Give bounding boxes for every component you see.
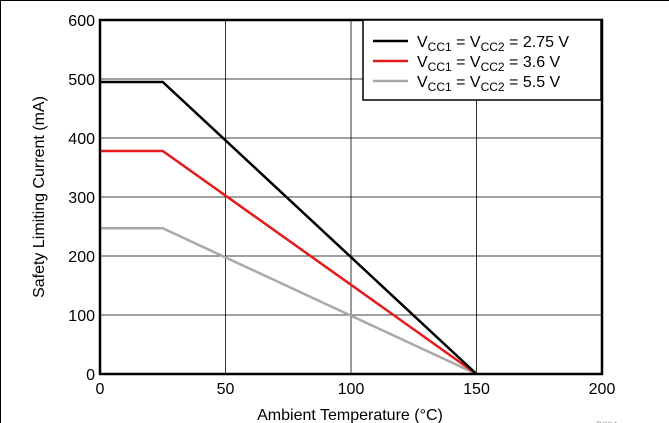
legend-text-part: = V bbox=[452, 54, 481, 71]
series-line bbox=[100, 80, 478, 375]
legend-text-part: V bbox=[417, 74, 428, 91]
x-tick-label: 0 bbox=[96, 381, 105, 398]
y-axis-tick-labels: 0 100 200 300 400 500 600 bbox=[68, 13, 95, 384]
series-line bbox=[100, 227, 478, 376]
y-tick-label: 600 bbox=[68, 13, 95, 30]
legend-text-part: = 2.75 V bbox=[505, 34, 570, 51]
x-tick-label: 50 bbox=[217, 381, 235, 398]
legend-entry: VCC1 = VCC2 = 3.6 V bbox=[417, 54, 561, 74]
series-line bbox=[100, 149, 478, 376]
y-tick-label: 100 bbox=[68, 308, 95, 325]
legend-text-part: = 5.5 V bbox=[505, 74, 561, 91]
legend-subscript: CC2 bbox=[481, 40, 505, 54]
x-axis-tick-labels: 0 50 100 150 200 bbox=[96, 381, 616, 398]
legend-text-part: = V bbox=[452, 34, 481, 51]
y-tick-label: 200 bbox=[68, 249, 95, 266]
legend-subscript: CC1 bbox=[428, 60, 452, 74]
legend-entry: VCC1 = VCC2 = 2.75 V bbox=[417, 34, 569, 54]
x-tick-label: 100 bbox=[338, 381, 365, 398]
plot-border bbox=[98, 18, 604, 376]
legend-text-part: = 3.6 V bbox=[505, 54, 561, 71]
y-tick-label: 0 bbox=[86, 367, 95, 384]
legend-subscript: CC2 bbox=[481, 80, 505, 94]
legend-subscript: CC2 bbox=[481, 60, 505, 74]
y-tick-label: 400 bbox=[68, 131, 95, 148]
data-series bbox=[100, 80, 478, 376]
legend-text-part: = V bbox=[452, 74, 481, 91]
document-id: D004 bbox=[596, 420, 618, 423]
y-tick-label: 300 bbox=[68, 190, 95, 207]
legend-subscript: CC1 bbox=[428, 80, 452, 94]
legend-entry: VCC1 = VCC2 = 5.5 V bbox=[417, 74, 561, 94]
y-tick-label: 500 bbox=[68, 72, 95, 89]
legend-subscript: CC1 bbox=[428, 40, 452, 54]
x-tick-label: 200 bbox=[589, 381, 616, 398]
legend-text-part: V bbox=[417, 34, 428, 51]
y-axis-title: Safety Limiting Current (mA) bbox=[31, 96, 48, 298]
legend-text-part: V bbox=[417, 54, 428, 71]
x-tick-label: 150 bbox=[463, 381, 490, 398]
x-axis-title: Ambient Temperature (°C) bbox=[257, 407, 443, 423]
